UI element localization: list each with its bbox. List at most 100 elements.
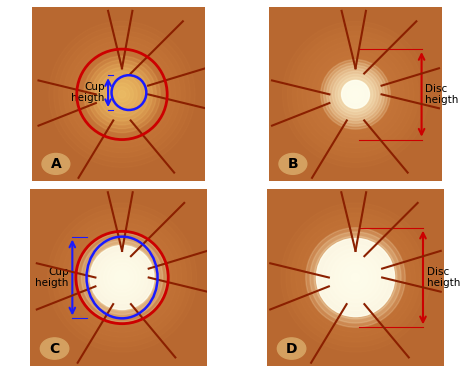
Circle shape bbox=[92, 248, 152, 307]
Circle shape bbox=[331, 253, 380, 302]
Ellipse shape bbox=[279, 154, 307, 174]
Circle shape bbox=[112, 85, 132, 104]
Circle shape bbox=[92, 248, 152, 307]
Text: B: B bbox=[288, 157, 298, 171]
Circle shape bbox=[351, 273, 360, 282]
Circle shape bbox=[327, 65, 384, 123]
Circle shape bbox=[346, 85, 365, 104]
Circle shape bbox=[78, 51, 166, 138]
Circle shape bbox=[49, 21, 195, 167]
Circle shape bbox=[108, 80, 137, 109]
Circle shape bbox=[111, 266, 133, 289]
Circle shape bbox=[83, 56, 161, 133]
Text: A: A bbox=[51, 157, 61, 171]
Circle shape bbox=[88, 60, 156, 129]
Circle shape bbox=[292, 31, 419, 158]
Circle shape bbox=[85, 240, 159, 314]
Circle shape bbox=[339, 261, 372, 294]
Circle shape bbox=[322, 244, 389, 311]
Circle shape bbox=[326, 248, 385, 307]
Circle shape bbox=[314, 236, 397, 319]
Text: Cup
heigth: Cup heigth bbox=[71, 82, 105, 103]
Circle shape bbox=[102, 75, 141, 114]
Circle shape bbox=[310, 232, 401, 323]
Circle shape bbox=[321, 60, 390, 129]
Circle shape bbox=[68, 41, 175, 148]
Circle shape bbox=[324, 63, 387, 126]
Circle shape bbox=[78, 233, 166, 322]
Circle shape bbox=[95, 68, 149, 121]
Circle shape bbox=[47, 203, 197, 352]
Circle shape bbox=[331, 253, 380, 302]
Circle shape bbox=[53, 208, 191, 347]
Circle shape bbox=[117, 273, 127, 282]
Circle shape bbox=[73, 228, 172, 327]
Circle shape bbox=[93, 65, 151, 124]
Text: D: D bbox=[286, 342, 297, 356]
Circle shape bbox=[90, 246, 154, 309]
Circle shape bbox=[57, 213, 187, 342]
Circle shape bbox=[341, 263, 370, 292]
Circle shape bbox=[317, 56, 394, 133]
Circle shape bbox=[99, 71, 145, 117]
Circle shape bbox=[82, 238, 162, 317]
Circle shape bbox=[327, 249, 384, 306]
Circle shape bbox=[344, 83, 367, 106]
Circle shape bbox=[321, 243, 390, 312]
Circle shape bbox=[64, 36, 181, 153]
Text: Disc
heigth: Disc heigth bbox=[425, 84, 458, 105]
Circle shape bbox=[73, 46, 171, 143]
Circle shape bbox=[301, 223, 410, 332]
Text: C: C bbox=[49, 342, 60, 356]
Circle shape bbox=[112, 268, 132, 287]
Circle shape bbox=[97, 253, 147, 302]
Circle shape bbox=[321, 60, 390, 128]
Circle shape bbox=[353, 91, 358, 97]
Circle shape bbox=[110, 83, 134, 106]
Ellipse shape bbox=[42, 154, 70, 174]
Circle shape bbox=[54, 26, 190, 162]
Circle shape bbox=[326, 65, 385, 124]
Circle shape bbox=[351, 273, 360, 282]
Circle shape bbox=[351, 90, 360, 99]
Circle shape bbox=[107, 263, 137, 292]
Circle shape bbox=[117, 90, 127, 99]
Circle shape bbox=[332, 71, 379, 118]
Circle shape bbox=[115, 270, 129, 285]
Circle shape bbox=[341, 80, 370, 109]
Circle shape bbox=[107, 79, 137, 110]
Circle shape bbox=[87, 243, 157, 312]
Circle shape bbox=[118, 91, 126, 98]
Circle shape bbox=[77, 233, 167, 322]
Circle shape bbox=[329, 68, 382, 121]
Circle shape bbox=[312, 51, 399, 138]
Circle shape bbox=[342, 80, 369, 108]
Circle shape bbox=[98, 70, 146, 119]
Text: Disc
heigth: Disc heigth bbox=[427, 267, 460, 288]
Circle shape bbox=[343, 265, 368, 290]
Circle shape bbox=[317, 238, 394, 317]
Circle shape bbox=[335, 257, 376, 298]
Circle shape bbox=[338, 77, 373, 112]
Circle shape bbox=[281, 203, 430, 352]
Circle shape bbox=[341, 80, 370, 109]
Circle shape bbox=[59, 31, 185, 158]
Circle shape bbox=[283, 21, 428, 167]
Circle shape bbox=[84, 56, 160, 132]
Circle shape bbox=[287, 26, 424, 162]
Circle shape bbox=[306, 228, 405, 327]
Ellipse shape bbox=[40, 338, 69, 359]
Circle shape bbox=[286, 208, 425, 347]
Circle shape bbox=[103, 75, 141, 114]
Circle shape bbox=[82, 237, 163, 318]
Circle shape bbox=[336, 258, 375, 297]
Circle shape bbox=[91, 64, 153, 125]
Circle shape bbox=[96, 252, 148, 303]
Circle shape bbox=[346, 268, 365, 287]
Circle shape bbox=[306, 228, 405, 327]
Circle shape bbox=[89, 244, 155, 311]
Circle shape bbox=[118, 274, 126, 281]
Circle shape bbox=[63, 218, 182, 337]
Circle shape bbox=[114, 87, 129, 102]
Circle shape bbox=[100, 255, 144, 300]
